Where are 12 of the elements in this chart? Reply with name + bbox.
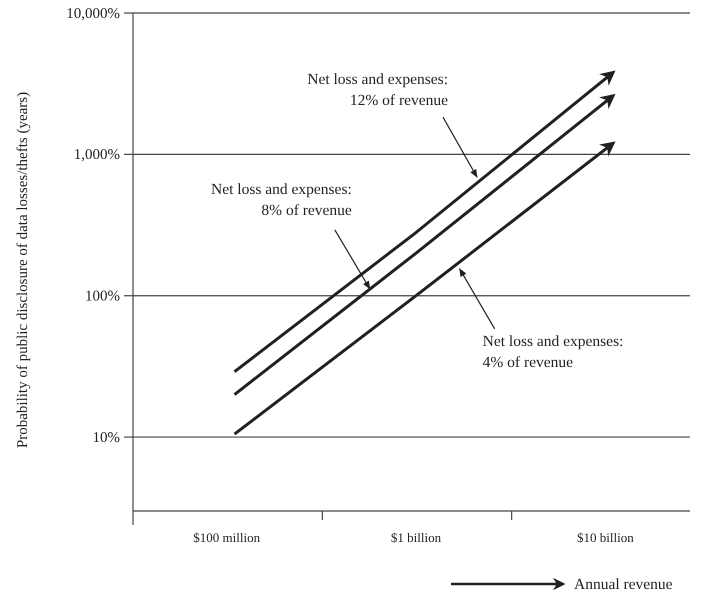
x-tick-label: $100 million	[193, 530, 261, 546]
x-tick-label: $10 billion	[576, 530, 634, 546]
y-tick-label: 10,000%	[66, 6, 120, 22]
annotation: Net loss and expenses: 8% of revenue	[211, 180, 352, 219]
x-axis-title: Annual revenue	[574, 576, 673, 593]
x-tick-label: $1 billion	[390, 530, 442, 546]
annotation: Net loss and expenses: 12% of revenue	[307, 71, 448, 110]
y-tick-label: 1,000%	[74, 147, 120, 164]
y-tick-label: 100%	[85, 288, 120, 305]
annotation: Net loss and expenses: 4% of revenue	[482, 332, 624, 371]
y-axis-title: Probability of public disclosure of data losses/thefts (years)	[15, 92, 31, 448]
y-tick-label: 10%	[92, 430, 120, 446]
